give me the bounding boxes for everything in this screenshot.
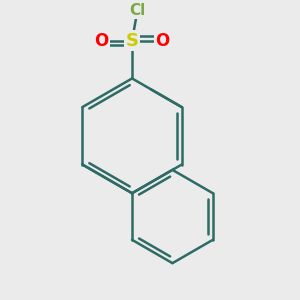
Text: Cl: Cl: [129, 3, 146, 18]
Text: O: O: [155, 32, 170, 50]
Text: S: S: [126, 32, 139, 50]
Text: O: O: [94, 32, 109, 50]
